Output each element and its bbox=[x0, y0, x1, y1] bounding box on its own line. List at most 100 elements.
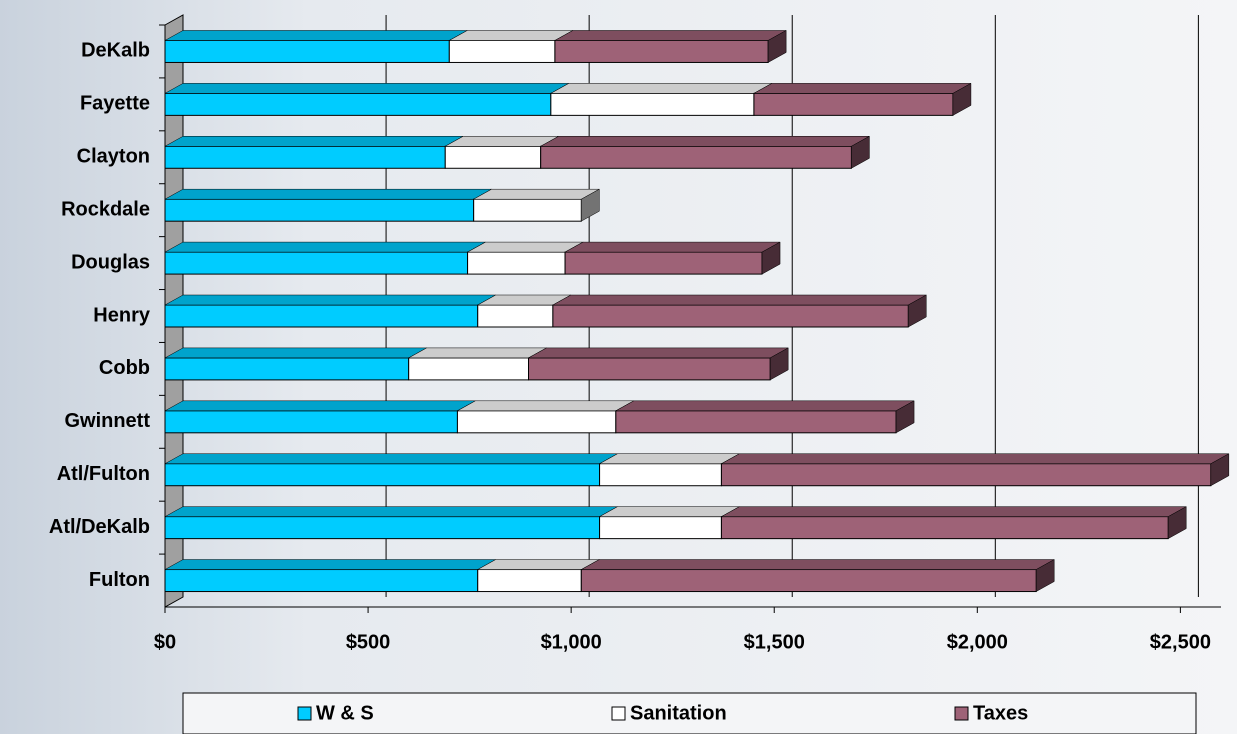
bar-front bbox=[164, 463, 601, 487]
y-tick-label: Douglas bbox=[71, 251, 150, 273]
bar-segment bbox=[553, 30, 788, 63]
bar-segment bbox=[164, 506, 619, 540]
bar-top bbox=[164, 559, 497, 570]
bar-segment bbox=[164, 347, 428, 381]
bar-front bbox=[477, 569, 582, 593]
bar-segment bbox=[551, 294, 928, 328]
bar-segment bbox=[456, 400, 635, 434]
bar-top bbox=[164, 136, 465, 147]
y-tick-label: Fayette bbox=[80, 93, 150, 115]
bar-top bbox=[527, 347, 790, 359]
bar-segment bbox=[164, 241, 487, 275]
bar-side bbox=[1167, 506, 1187, 540]
bar-front bbox=[164, 39, 450, 63]
bar-top bbox=[549, 83, 773, 94]
bar-segment bbox=[164, 294, 497, 328]
bar-front bbox=[564, 251, 763, 275]
bar-top bbox=[164, 400, 477, 412]
bar-front bbox=[599, 516, 722, 540]
bar-side bbox=[1210, 453, 1230, 487]
bar-front bbox=[599, 463, 722, 487]
bar-top bbox=[476, 559, 601, 570]
bar-front bbox=[444, 145, 542, 169]
bar-top bbox=[164, 241, 487, 253]
bar-top bbox=[164, 347, 428, 359]
bar-segment bbox=[598, 506, 741, 540]
bar-segment bbox=[549, 82, 773, 116]
y-tick-label: Atl/Fulton bbox=[57, 463, 150, 485]
bar-side bbox=[908, 294, 927, 328]
bar-front bbox=[164, 357, 410, 381]
x-tick-label: $500 bbox=[346, 631, 391, 653]
bar-front bbox=[164, 251, 469, 275]
legend-swatch bbox=[611, 706, 626, 721]
bar-front bbox=[554, 39, 769, 63]
bar-front bbox=[720, 463, 1212, 487]
bar-segment bbox=[164, 82, 570, 116]
bar-side bbox=[851, 135, 870, 169]
x-tick-label: $1,500 bbox=[744, 631, 805, 653]
bar-top bbox=[720, 453, 1230, 464]
bar-front bbox=[164, 410, 458, 434]
bar-front bbox=[528, 357, 771, 381]
bar-front bbox=[164, 92, 552, 116]
bar-segment bbox=[720, 506, 1188, 540]
bar-front bbox=[615, 410, 897, 434]
bar-front bbox=[448, 39, 556, 63]
bar-segment bbox=[527, 347, 790, 381]
bar-top bbox=[164, 30, 469, 41]
bar-front bbox=[164, 569, 479, 593]
y-tick-label: Atl/DeKalb bbox=[49, 516, 150, 538]
bar-front bbox=[552, 304, 909, 328]
bar-top bbox=[539, 136, 871, 147]
bar-segment bbox=[564, 241, 782, 275]
bar-front bbox=[467, 251, 566, 275]
bar-front bbox=[473, 198, 582, 222]
bar-side bbox=[952, 82, 972, 116]
bar-front bbox=[164, 145, 446, 169]
bar-top bbox=[164, 83, 570, 94]
bar-front bbox=[408, 357, 530, 381]
bar-top bbox=[456, 400, 635, 412]
bar-side bbox=[581, 188, 600, 222]
bar-side bbox=[895, 400, 915, 434]
bar-segment bbox=[407, 347, 548, 381]
bar-top bbox=[444, 136, 560, 147]
y-tick-label: Fulton bbox=[89, 569, 150, 591]
bar-top bbox=[448, 30, 574, 41]
bar-segment bbox=[472, 188, 601, 222]
x-tick-label: $2,000 bbox=[947, 631, 1008, 653]
legend-label: Taxes bbox=[973, 702, 1028, 724]
bar-segment bbox=[614, 400, 916, 434]
bar-top bbox=[472, 188, 601, 200]
bar-front bbox=[164, 304, 479, 328]
bar-top bbox=[164, 188, 493, 200]
legend-label: Sanitation bbox=[630, 702, 727, 724]
bar-segment bbox=[580, 559, 1056, 593]
y-tick-label: Gwinnett bbox=[64, 410, 150, 432]
y-tick-label: Rockdale bbox=[61, 198, 150, 220]
bar-segment bbox=[164, 453, 619, 487]
bar-segment bbox=[164, 30, 469, 63]
legend-swatch bbox=[954, 706, 969, 721]
bar-segment bbox=[448, 30, 574, 63]
bar-segment bbox=[164, 559, 497, 593]
bar-top bbox=[466, 241, 585, 253]
bar-front bbox=[477, 304, 554, 328]
y-tick-label: Henry bbox=[93, 304, 151, 326]
bar-front bbox=[164, 516, 601, 540]
bar-segment bbox=[476, 294, 572, 328]
x-tick-label: $0 bbox=[154, 631, 176, 653]
y-tick-label: DeKalb bbox=[81, 40, 150, 62]
legend-box bbox=[182, 692, 1197, 734]
bar-top bbox=[598, 453, 741, 464]
bar-segment bbox=[164, 400, 477, 434]
legend-label: W & S bbox=[316, 702, 374, 724]
bar-segment bbox=[164, 135, 465, 169]
bar-top bbox=[614, 400, 916, 412]
x-tick-label: $1,000 bbox=[541, 631, 602, 653]
bar-top bbox=[720, 506, 1188, 517]
y-tick-label: Cobb bbox=[99, 357, 150, 379]
